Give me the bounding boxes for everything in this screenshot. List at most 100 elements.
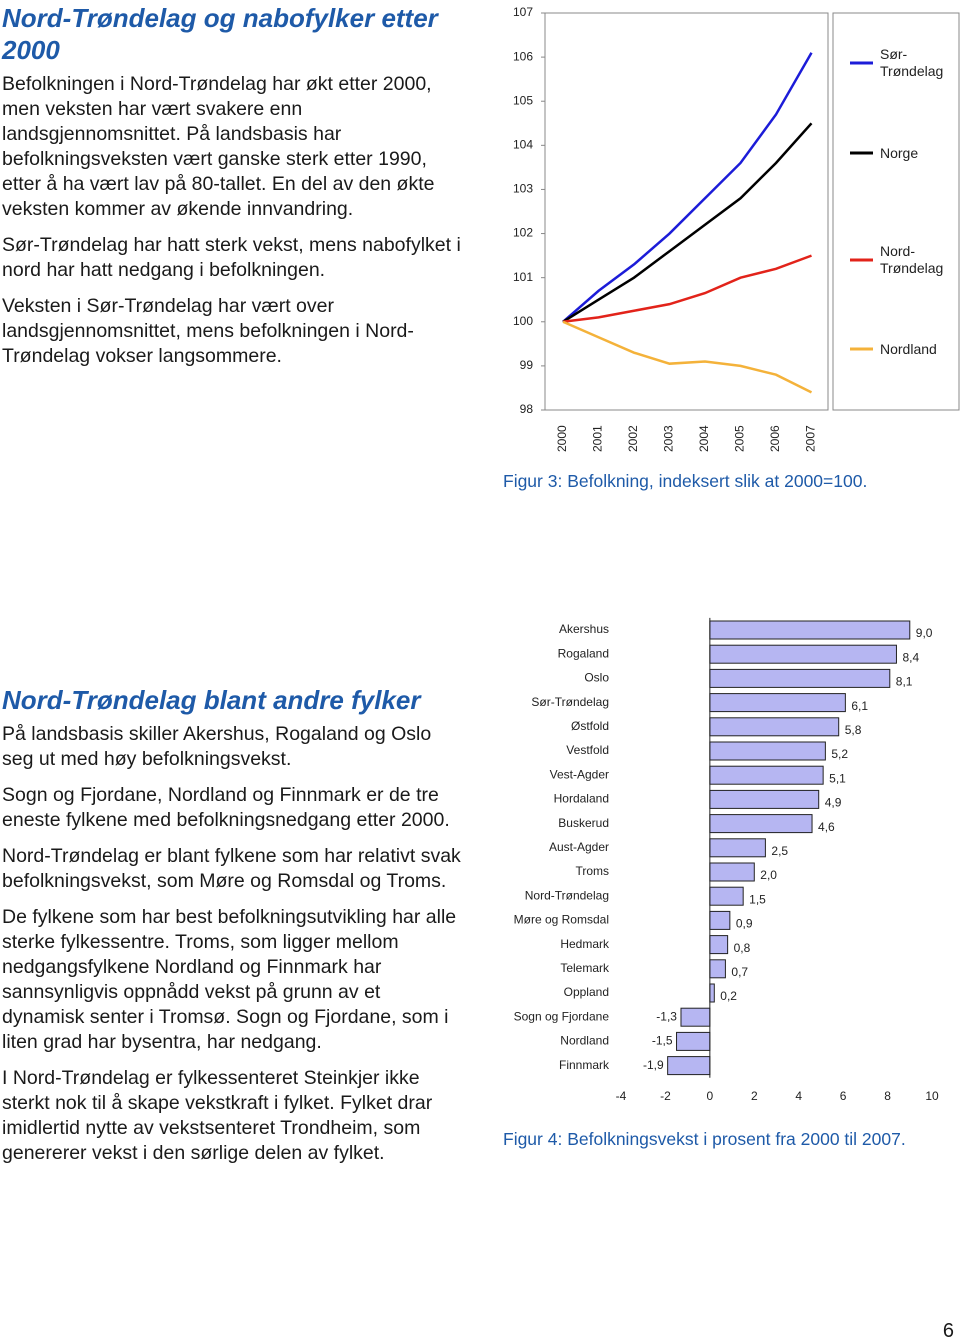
series-line <box>562 122 813 323</box>
x-tick-label: 2006 <box>768 425 782 452</box>
category-label: Rogaland <box>558 646 609 660</box>
bar <box>709 910 731 930</box>
x-tick-label: 2002 <box>626 425 640 452</box>
value-label: 4,6 <box>818 820 835 834</box>
x-tick-label: 2004 <box>697 425 711 452</box>
x-tick-label: 0 <box>707 1089 714 1103</box>
value-label: -1,9 <box>643 1058 664 1072</box>
bar <box>709 886 744 906</box>
bar <box>709 935 729 955</box>
bar <box>680 1007 711 1027</box>
value-label: 8,1 <box>896 675 913 689</box>
legend-label: Nordland <box>880 340 937 357</box>
x-tick-label: -2 <box>660 1089 671 1103</box>
series-line <box>562 254 812 324</box>
y-tick-label: 102 <box>513 226 533 240</box>
bar <box>709 814 813 834</box>
category-label: Sør-Trøndelag <box>531 695 609 709</box>
paragraph: Befolkningen i Nord-Trøndelag har økt et… <box>2 73 435 220</box>
section: Nord-Trøndelag og nabofylker etter 2000 … <box>2 2 464 380</box>
bar <box>709 838 766 858</box>
category-label: Møre og Romsdal <box>514 913 609 927</box>
y-tick-label: 100 <box>513 314 533 328</box>
bar <box>709 693 846 713</box>
bar <box>709 765 824 785</box>
category-label: Nordland <box>560 1034 609 1048</box>
bar <box>709 741 826 761</box>
value-label: 8,4 <box>902 650 919 664</box>
x-tick-label: 8 <box>884 1089 891 1103</box>
y-tick-label: 99 <box>520 358 534 372</box>
value-label: 5,2 <box>831 747 848 761</box>
category-label: Telemark <box>560 961 610 975</box>
legend-box <box>832 12 960 411</box>
legend-label: Sør-Trøndelag <box>880 46 944 79</box>
x-tick-label: 2007 <box>804 425 818 452</box>
y-tick-label: 101 <box>513 270 533 284</box>
bar <box>709 959 726 979</box>
category-label: Østfold <box>571 719 609 733</box>
paragraph: Sogn og Fjordane, Nordland og Finnmark e… <box>2 784 450 831</box>
category-label: Buskerud <box>558 816 609 830</box>
value-label: -1,5 <box>652 1034 673 1048</box>
bar <box>709 668 891 688</box>
value-label: 0,7 <box>731 965 748 979</box>
bar <box>709 717 840 737</box>
x-tick-label: 2 <box>751 1089 758 1103</box>
category-label: Nord-Trøndelag <box>525 888 609 902</box>
y-tick-label: 103 <box>513 182 533 196</box>
bar <box>709 862 755 882</box>
value-label: 0,8 <box>734 941 751 955</box>
value-label: 0,2 <box>720 989 737 1003</box>
value-label: 5,1 <box>829 771 846 785</box>
category-label: Oslo <box>584 671 609 685</box>
page-number: 6 <box>942 1320 954 1342</box>
x-tick-label: 2003 <box>662 425 676 452</box>
bar <box>709 789 820 809</box>
category-label: Sogn og Fjordane <box>514 1009 610 1023</box>
x-tick-label: -4 <box>616 1089 627 1103</box>
paragraph: De fylkene som har best befolkningsutvik… <box>2 906 457 1053</box>
x-tick-label: 2005 <box>733 425 747 452</box>
paragraph: I Nord-Trøndelag er fylkessenteret Stein… <box>2 1067 433 1164</box>
value-label: 6,1 <box>851 699 868 713</box>
legend-label: Nord-Trøndelag <box>880 243 944 276</box>
bar <box>676 1031 711 1051</box>
value-label: 0,9 <box>736 917 753 931</box>
x-tick-label: 10 <box>925 1089 939 1103</box>
figure-caption: Figur 4: Befolkningsvekst i prosent fra … <box>503 1129 906 1149</box>
value-label: 9,0 <box>916 626 933 640</box>
x-tick-label: 4 <box>795 1089 802 1103</box>
section: Nord-Trøndelag blant andre fylker På lan… <box>2 684 464 1177</box>
figure-caption: Figur 3: Befolkning, indeksert slik at 2… <box>503 471 868 491</box>
value-label: 5,8 <box>845 723 862 737</box>
category-label: Hedmark <box>560 937 610 951</box>
legend-label: Norge <box>880 144 919 161</box>
value-label: -1,3 <box>656 1009 677 1023</box>
bar <box>709 983 715 1003</box>
paragraph: Sør-Trøndelag har hatt sterk vekst, mens… <box>2 234 461 281</box>
y-tick-label: 107 <box>513 5 533 19</box>
x-tick-label: 2000 <box>555 425 569 452</box>
section-title: Nord-Trøndelag og nabofylker etter 2000 <box>2 3 438 65</box>
bar <box>667 1056 711 1076</box>
category-label: Troms <box>575 864 609 878</box>
bar <box>709 644 897 664</box>
category-label: Hordaland <box>554 792 609 806</box>
line-chart: 98 99 100 101 102 103 104 105 106 107 2000 2001 2002… <box>513 5 960 452</box>
bar-chart: Akershus 9,0 Rogaland 8,4 Oslo 8,1 Sør-Trøndel… <box>514 617 939 1103</box>
y-tick-label: 105 <box>513 93 533 107</box>
value-label: 1,5 <box>749 892 766 906</box>
paragraph: Nord-Trøndelag er blant fylkene som har … <box>2 845 461 892</box>
y-tick-label: 98 <box>520 402 534 416</box>
x-tick-label: 6 <box>840 1089 847 1103</box>
category-label: Vest-Agder <box>550 767 609 781</box>
value-label: 4,9 <box>825 796 842 810</box>
series-line <box>562 320 813 394</box>
category-label: Akershus <box>559 622 609 636</box>
category-label: Vestfold <box>566 743 609 757</box>
y-tick-label: 106 <box>513 49 533 63</box>
series-line <box>562 52 813 323</box>
value-label: 2,5 <box>771 844 788 858</box>
